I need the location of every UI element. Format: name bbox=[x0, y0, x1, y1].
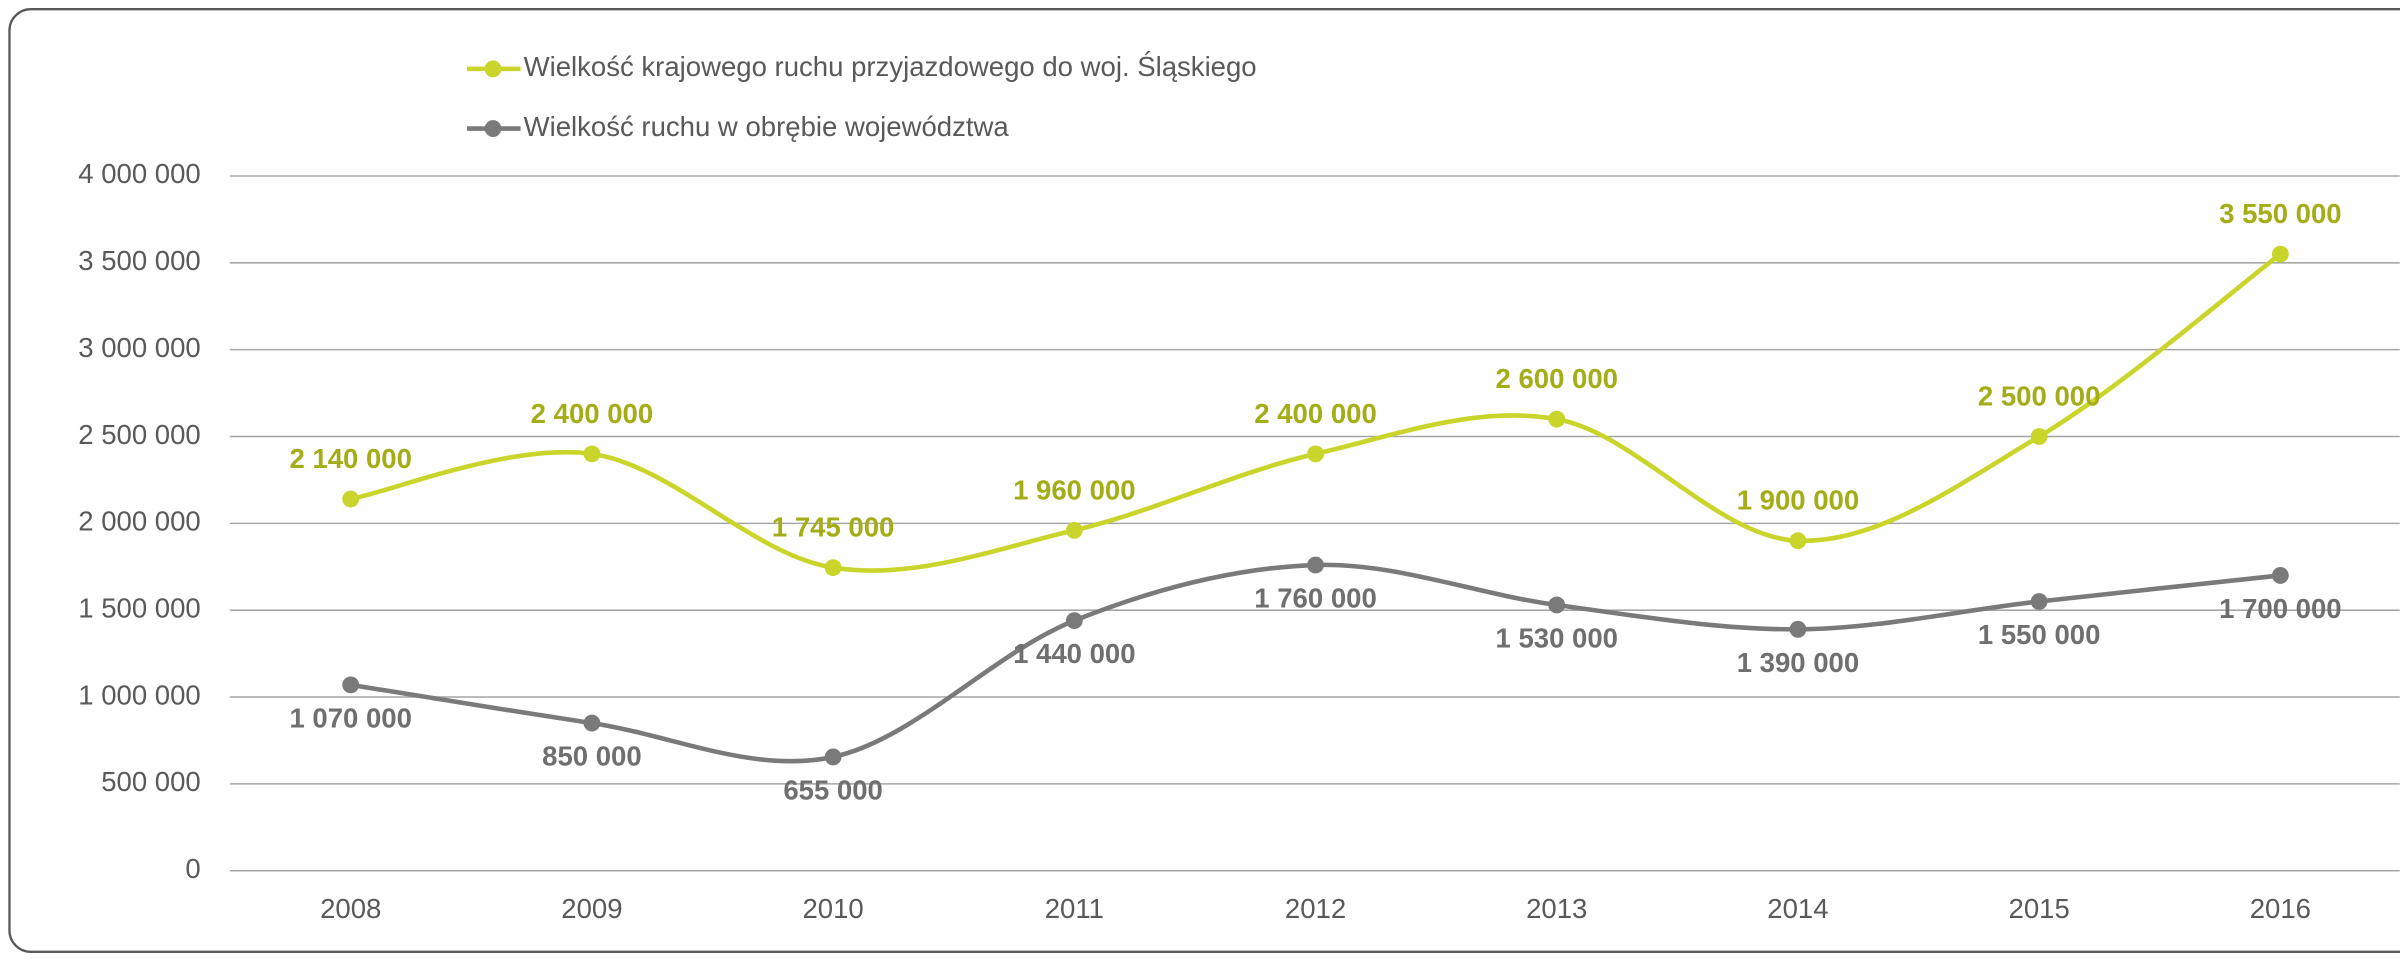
data-label: 1 390 000 bbox=[1737, 647, 1859, 678]
series-line bbox=[350, 252, 2282, 573]
y-tick-label: 3 500 000 bbox=[78, 245, 200, 276]
data-label: 655 000 bbox=[783, 774, 883, 805]
data-point bbox=[2271, 245, 2289, 263]
data-label: 1 440 000 bbox=[1013, 638, 1135, 669]
data-label: 1 900 000 bbox=[1737, 485, 1859, 516]
data-point bbox=[2030, 428, 2048, 445]
data-point bbox=[1065, 612, 1083, 630]
legend-label: Wielkość krajowego ruchu przyjazdowego d… bbox=[524, 50, 1257, 82]
x-tick-label: 2009 bbox=[561, 893, 622, 924]
data-point bbox=[1548, 596, 1566, 614]
data-label: 2 600 000 bbox=[1495, 363, 1617, 394]
legend-label: Wielkość ruchu w obrębie województwa bbox=[524, 111, 1010, 142]
data-point bbox=[1307, 445, 1324, 463]
data-point bbox=[342, 490, 360, 508]
legend-marker bbox=[484, 120, 502, 137]
y-tick-label: 0 bbox=[185, 853, 200, 884]
chart-border bbox=[8, 8, 2400, 953]
data-label: 1 070 000 bbox=[289, 702, 411, 733]
data-point bbox=[583, 445, 601, 463]
data-point bbox=[1065, 521, 1083, 539]
data-label: 2 400 000 bbox=[1254, 398, 1376, 429]
y-tick-label: 3 000 000 bbox=[78, 332, 200, 363]
data-label: 1 550 000 bbox=[1978, 619, 2100, 650]
x-tick-label: 2008 bbox=[320, 893, 381, 924]
data-point bbox=[824, 559, 842, 577]
y-tick-label: 1 500 000 bbox=[78, 592, 200, 623]
x-tick-label: 2011 bbox=[1045, 893, 1104, 924]
y-tick-label: 2 000 000 bbox=[78, 506, 200, 537]
data-label: 850 000 bbox=[542, 741, 642, 772]
data-point bbox=[1307, 556, 1324, 574]
y-tick-label: 2 500 000 bbox=[78, 419, 200, 450]
data-label: 1 760 000 bbox=[1254, 583, 1376, 614]
legend-marker bbox=[484, 60, 502, 78]
data-label: 2 400 000 bbox=[531, 398, 653, 429]
x-tick-label: 2014 bbox=[1767, 893, 1828, 924]
data-point bbox=[583, 714, 601, 732]
data-label: 1 700 000 bbox=[2219, 593, 2341, 624]
x-tick-label: 2010 bbox=[802, 893, 863, 924]
data-label: 1 530 000 bbox=[1495, 622, 1617, 653]
x-tick-label: 2012 bbox=[1285, 893, 1346, 924]
x-tick-label: 2016 bbox=[2250, 893, 2311, 924]
data-label: 2 500 000 bbox=[1978, 381, 2100, 412]
data-point bbox=[1789, 620, 1807, 638]
data-point bbox=[2030, 593, 2048, 610]
data-point bbox=[1548, 410, 1566, 428]
data-label: 2 140 000 bbox=[289, 443, 411, 474]
data-point bbox=[824, 748, 842, 766]
x-tick-label: 2015 bbox=[2009, 893, 2070, 924]
y-tick-label: 4 000 000 bbox=[78, 158, 200, 189]
data-label: 3 550 000 bbox=[2219, 198, 2341, 229]
data-label: 1 960 000 bbox=[1013, 474, 1135, 505]
data-point bbox=[2271, 567, 2289, 584]
y-tick-label: 1 000 000 bbox=[78, 679, 200, 710]
data-label: 1 745 000 bbox=[772, 512, 894, 543]
y-tick-label: 500 000 bbox=[101, 766, 201, 797]
x-tick-label: 2013 bbox=[1526, 893, 1587, 924]
data-point bbox=[1789, 532, 1807, 550]
data-point bbox=[342, 676, 360, 694]
